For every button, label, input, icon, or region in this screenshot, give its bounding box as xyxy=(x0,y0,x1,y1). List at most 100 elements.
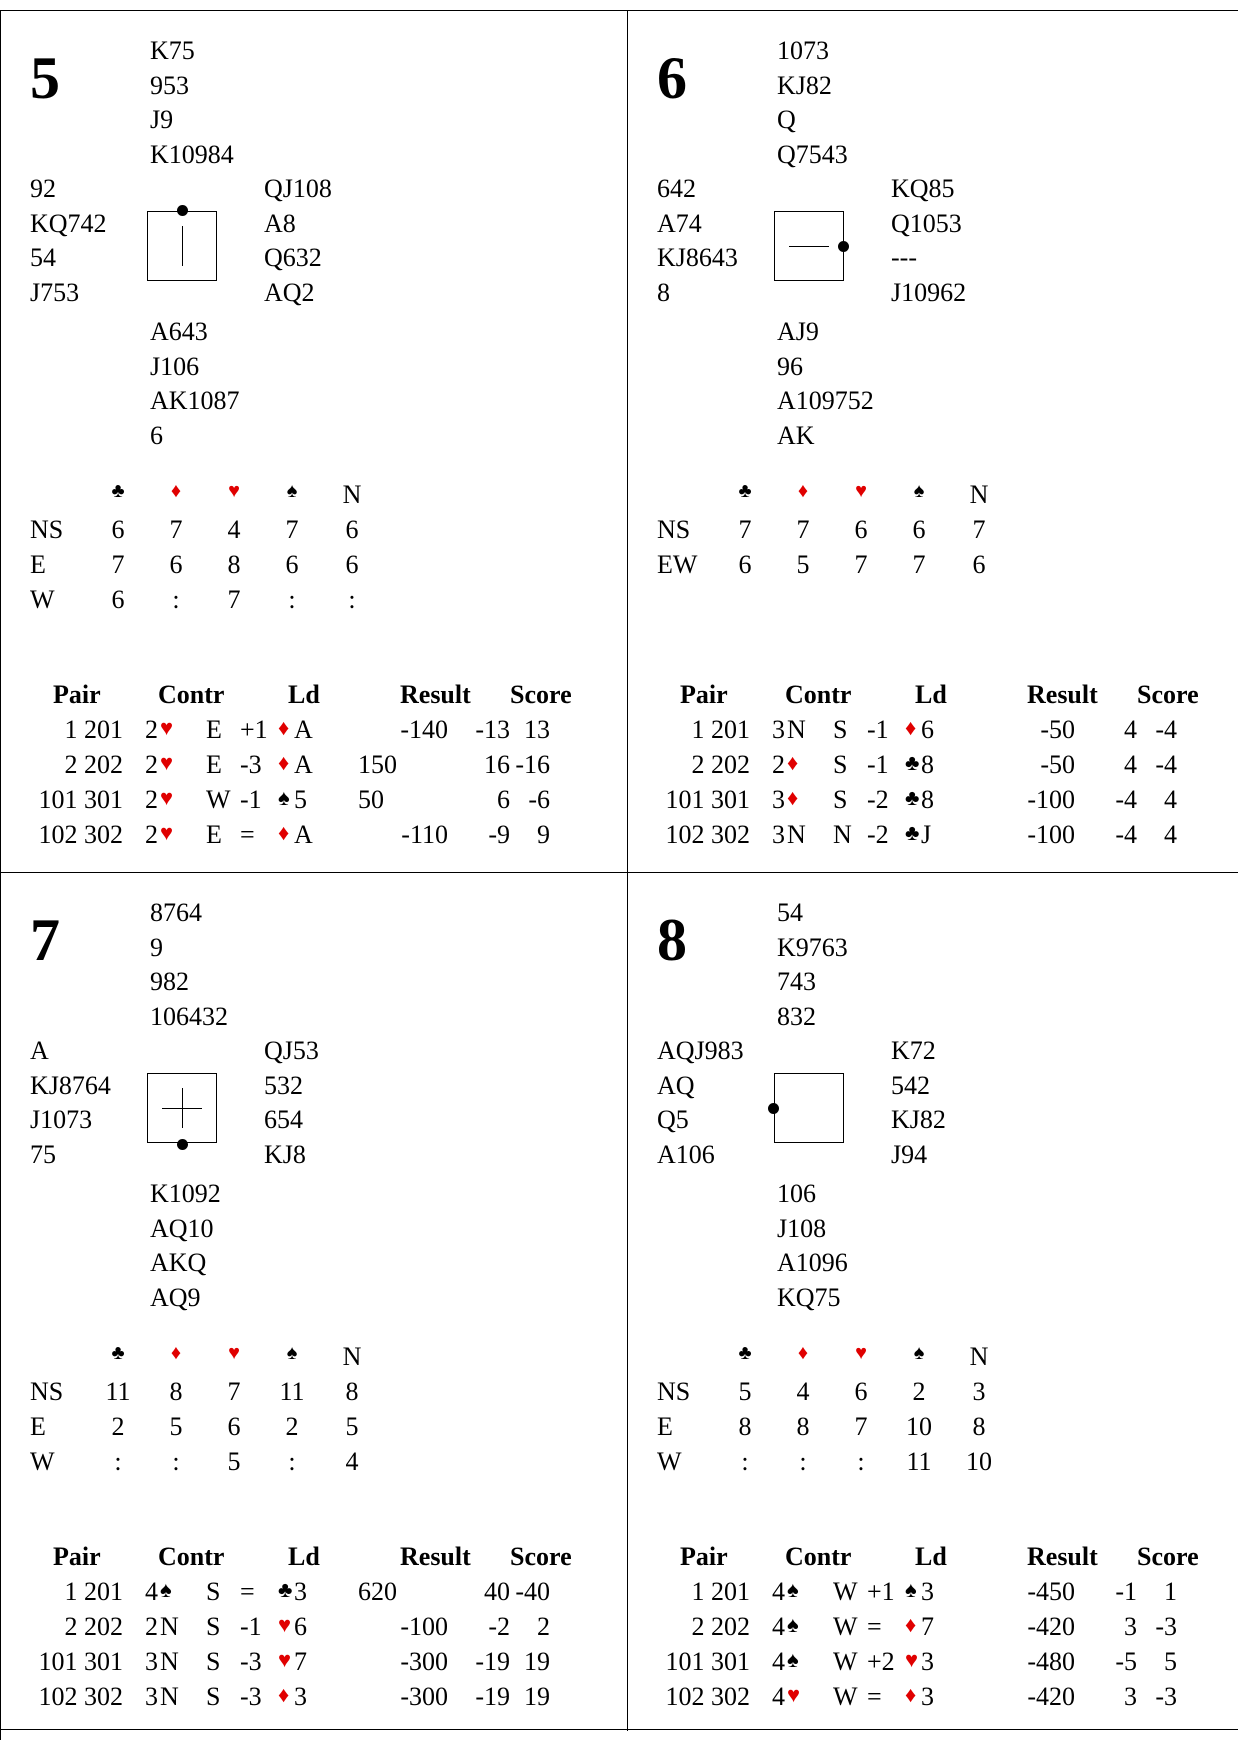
compass-box xyxy=(774,1073,844,1143)
north-hand: K75 953 J9 K10984 xyxy=(150,34,234,172)
declarer: S xyxy=(833,715,848,744)
result-value: -420 xyxy=(1027,1682,1075,1711)
tricks: +1 xyxy=(240,715,268,744)
east-hand: K72 542 KJ82 J94 xyxy=(891,1034,946,1172)
tricks: -1 xyxy=(867,750,889,779)
dd-value: 3 xyxy=(972,1377,986,1406)
lead-suit: ♣ xyxy=(905,750,920,775)
south-hand-suit-0: A643 xyxy=(150,317,208,346)
west-hand-suit-0: 92 xyxy=(30,174,56,203)
south-hand-suit-1: 96 xyxy=(777,351,803,381)
results-row: 102 302 3 N S -3 ♦ 3 -300 -19 19 xyxy=(28,1682,628,1717)
score-ns: 3 xyxy=(1124,1612,1137,1641)
pair-numbers: 2 202 xyxy=(691,750,751,779)
north-hand-suit-1: KJ82 xyxy=(777,70,832,100)
dd-value: : xyxy=(799,1447,807,1476)
tricks: -1 xyxy=(867,715,889,744)
dd-value: 6 xyxy=(912,515,926,544)
lead-card: 3 xyxy=(294,1577,307,1606)
dd-value: : xyxy=(172,585,180,614)
score-ns: 40 xyxy=(484,1577,510,1606)
score-ew: 13 xyxy=(524,715,550,744)
dd-header-0: ♣ xyxy=(738,1342,752,1364)
lead-card: J xyxy=(921,820,932,849)
north-hand-suit-0: 8764 xyxy=(150,898,202,927)
east-hand: QJ108 A8 Q632 AQ2 xyxy=(264,172,332,310)
dd-value: 6 xyxy=(227,1412,241,1441)
dd-value: 6 xyxy=(738,550,752,579)
dd-value: 2 xyxy=(285,1412,299,1441)
results-table: Pair Contr Ld Result Score 1 201 2 ♥ E +1 ♦ A -140 -1… xyxy=(28,680,628,855)
south-hand-suit-1: J106 xyxy=(150,351,200,381)
north-hand-suit-1: 9 xyxy=(150,932,163,962)
dd-row-label: E xyxy=(657,1412,673,1441)
pair-numbers: 1 201 xyxy=(64,1577,124,1606)
board-number: 5 xyxy=(30,45,60,111)
north-hand-suit-1: 953 xyxy=(150,70,189,100)
dd-row-label: NS xyxy=(657,1377,691,1406)
dd-header-0: ♣ xyxy=(738,480,752,502)
south-hand-suit-3: AQ9 xyxy=(150,1282,201,1312)
pair-numbers: 1 201 xyxy=(64,715,124,744)
tricks: -1 xyxy=(240,785,262,814)
declarer: W xyxy=(833,1612,858,1641)
dd-row-label: W xyxy=(30,1447,55,1476)
dealer-dot xyxy=(177,1139,188,1150)
north-hand-suit-2: J9 xyxy=(150,105,174,134)
score-ew: -6 xyxy=(528,785,550,814)
north-hand: 1073 KJ82 Q Q7543 xyxy=(777,34,848,172)
results-header-ld: Ld xyxy=(288,1542,320,1571)
east-hand: QJ53 532 654 KJ8 xyxy=(264,1034,319,1172)
contract-level: 3 xyxy=(772,820,785,849)
dd-header-3: ♠ xyxy=(286,1342,298,1364)
result-value: -420 xyxy=(1027,1612,1075,1641)
dd-value: 2 xyxy=(912,1377,926,1406)
dealer-dot xyxy=(768,1103,779,1114)
contract-level: 4 xyxy=(145,1577,158,1606)
contract-level: 3 xyxy=(772,715,785,744)
results-header-contr: Contr xyxy=(158,1542,225,1571)
dd-header-2: ♥ xyxy=(228,480,240,502)
result-value: -140 xyxy=(400,715,448,744)
east-hand-suit-3: KJ8 xyxy=(264,1139,306,1169)
lead-suit: ♠ xyxy=(278,785,290,810)
dd-row-label: E xyxy=(30,1412,46,1441)
result-value: -100 xyxy=(1027,785,1075,814)
dd-value: 4 xyxy=(227,515,241,544)
results-row: 2 202 2 ♦ S -1 ♣ 8 -50 4 -4 xyxy=(655,750,1238,785)
result-value: 50 xyxy=(358,785,384,814)
score-ew: 4 xyxy=(1164,820,1177,849)
lead-suit: ♦ xyxy=(905,1612,917,1637)
east-hand-suit-2: Q632 xyxy=(264,243,322,272)
south-hand: A643 J106 AK1087 6 xyxy=(150,315,240,453)
south-hand-suit-2: AK1087 xyxy=(150,386,240,415)
lead-card: 8 xyxy=(921,785,934,814)
contract-level: 2 xyxy=(145,750,158,779)
dd-value: 7 xyxy=(738,515,752,544)
north-hand-suit-1: K9763 xyxy=(777,932,848,962)
contract-suit: N xyxy=(160,1612,179,1641)
tricks: = xyxy=(240,820,255,849)
south-hand-suit-2: AKQ xyxy=(150,1248,207,1277)
results-row: 1 201 2 ♥ E +1 ♦ A -140 -13 13 xyxy=(28,715,628,750)
east-hand-suit-1: A8 xyxy=(264,208,296,238)
dd-row-label: W xyxy=(30,585,55,614)
score-ew: 4 xyxy=(1164,785,1177,814)
results-header-ld: Ld xyxy=(915,1542,947,1571)
lead-card: 8 xyxy=(921,750,934,779)
dd-row-label: EW xyxy=(657,550,698,579)
results-row: 1 201 4 ♠ S = ♣ 3 620 40 -40 xyxy=(28,1577,628,1612)
dd-value: 6 xyxy=(285,550,299,579)
results-header: Pair Contr Ld Result Score xyxy=(28,1542,628,1577)
west-hand: A KJ8764 J1073 75 xyxy=(30,1034,111,1172)
dd-header-2: ♥ xyxy=(228,1342,240,1364)
dd-header-4: N xyxy=(969,1342,989,1371)
score-ew: -4 xyxy=(1155,715,1177,744)
east-hand-suit-2: 654 xyxy=(264,1105,303,1134)
declarer: W xyxy=(833,1682,858,1711)
dd-header-4: N xyxy=(342,480,362,509)
results-header-pair: Pair xyxy=(53,1542,101,1571)
results-row: 101 301 3 N S -3 ♥ 7 -300 -19 19 xyxy=(28,1647,628,1682)
contract-suit: ♠ xyxy=(160,1577,172,1602)
contract-suit: ♥ xyxy=(160,820,174,845)
